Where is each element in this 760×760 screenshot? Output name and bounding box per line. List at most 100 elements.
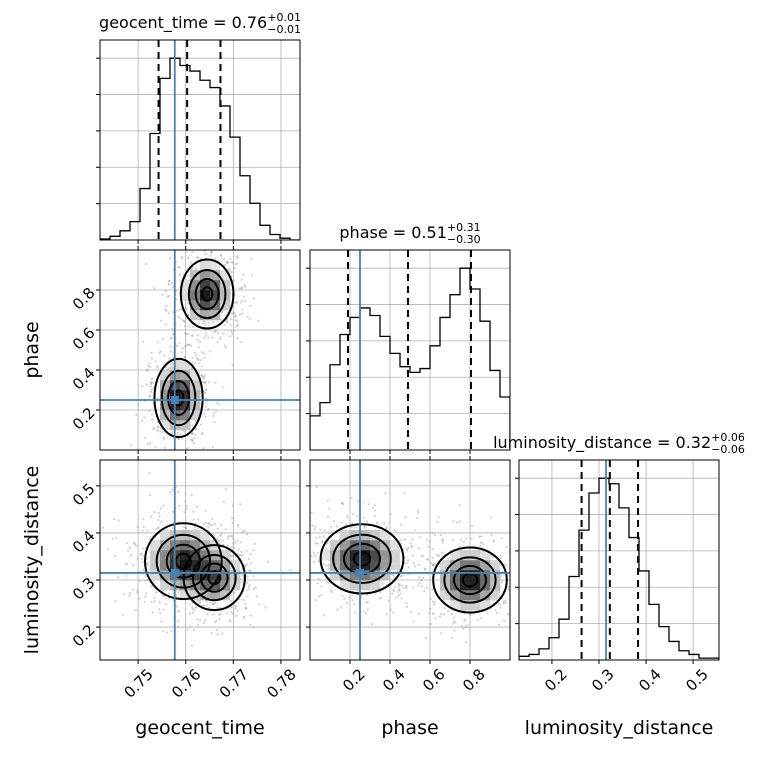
panel-content [100, 247, 300, 450]
sample-point [152, 381, 155, 384]
sample-point [340, 521, 343, 524]
sample-point [332, 519, 335, 523]
contour-level-2 [199, 562, 229, 593]
sample-point [226, 321, 229, 324]
sample-point [194, 247, 196, 249]
sample-point [482, 543, 485, 546]
sample-point [492, 539, 496, 542]
sample-point [432, 563, 435, 567]
density-cell [480, 550, 491, 561]
sample-point [250, 274, 253, 277]
sample-point [452, 539, 455, 542]
sample-point [327, 532, 331, 535]
sample-point [431, 564, 434, 567]
sample-point [440, 551, 443, 554]
title-phase: phase = 0.51+0.31 −0.30 [339, 221, 480, 246]
sample-point [498, 623, 501, 626]
sample-point [181, 319, 184, 322]
sample-point [193, 351, 197, 354]
sample-point [500, 581, 504, 584]
sample-point [177, 490, 180, 493]
sample-point [216, 401, 219, 404]
sample-point [225, 320, 229, 323]
density-cell [470, 560, 481, 571]
density-cell [210, 560, 221, 571]
sample-point [189, 625, 192, 628]
x-axis-label-geocent_time: geocent_time [135, 717, 264, 739]
sample-point [177, 265, 180, 269]
sample-point [221, 632, 224, 635]
sample-point [317, 560, 320, 563]
sample-point [183, 324, 187, 328]
density-cell [190, 380, 201, 391]
contour-level-3 [352, 551, 372, 567]
density-cell [190, 540, 201, 551]
sample-point [142, 568, 145, 571]
sample-point [397, 582, 400, 585]
y-tick-label: 0.4 [69, 364, 99, 394]
sample-point [502, 600, 505, 603]
sample-point [196, 334, 199, 337]
sample-point [135, 544, 138, 547]
sample-point [219, 254, 222, 257]
sample-point [150, 377, 154, 380]
sample-point [204, 415, 207, 418]
density-cell [150, 570, 161, 581]
title-plus: +0.06 [711, 431, 745, 444]
sample-point [150, 357, 154, 360]
sample-point [421, 555, 424, 558]
contour-level-1 [332, 533, 392, 584]
sample-point [393, 529, 396, 532]
density-cell [450, 590, 461, 601]
density-cell [360, 550, 371, 561]
sample-point [376, 521, 379, 524]
sample-point [144, 592, 148, 595]
sample-point [231, 554, 234, 557]
sample-point [249, 623, 252, 627]
sample-point [322, 562, 325, 566]
sample-point [364, 612, 368, 615]
sample-point [211, 523, 214, 527]
sample-point [452, 620, 456, 623]
sample-point [154, 446, 157, 449]
sample-point [136, 589, 139, 592]
sample-point [397, 594, 400, 597]
sample-point [207, 336, 210, 339]
sample-point [433, 534, 436, 537]
sample-point [234, 605, 237, 608]
sample-point [423, 590, 426, 593]
sample-point [241, 530, 244, 533]
sample-point [362, 516, 365, 519]
sample-point [149, 383, 152, 386]
density-cell [190, 280, 201, 291]
sample-point [139, 579, 142, 583]
sample-point [353, 526, 356, 530]
sample-point [230, 606, 233, 609]
sample-point [210, 631, 213, 635]
density-panel-geocent_time-phase [96, 246, 301, 454]
x-tick-label: 0.2 [339, 665, 369, 695]
sample-point [245, 533, 248, 536]
sample-point [180, 257, 184, 260]
density-cell [200, 560, 211, 571]
sample-point [204, 619, 207, 622]
sample-point [274, 549, 276, 551]
sample-point [214, 329, 218, 332]
sample-point [343, 597, 346, 601]
sample-point [400, 584, 404, 587]
sample-point [191, 424, 194, 427]
sample-point [163, 354, 166, 357]
contour-level-1 [155, 533, 211, 589]
density-cell [380, 570, 391, 581]
density-cell [340, 580, 351, 591]
sample-point [244, 285, 247, 288]
sample-point [232, 312, 235, 315]
sample-point [223, 258, 226, 261]
sample-point [157, 511, 160, 515]
sample-point [177, 437, 180, 441]
sample-point [387, 521, 391, 524]
sample-point [400, 542, 403, 545]
density-cell [380, 530, 391, 541]
sample-point [134, 608, 137, 612]
sample-point [336, 608, 339, 611]
